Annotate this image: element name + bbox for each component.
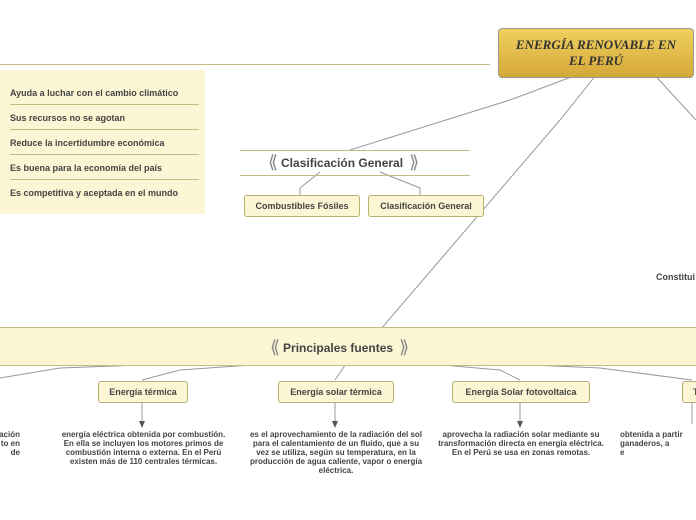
fuente-desc: aprovecha la radiación solar mediante su… — [436, 430, 606, 457]
fuente-desc: energía eléctrica obtenida por combustió… — [56, 430, 231, 466]
clasificacion-child: Clasificación General — [368, 195, 484, 217]
fuente-name-partial: To — [682, 381, 696, 403]
main-title: ENERGÍA RENOVABLE EN EL PERÚ — [498, 28, 694, 78]
fuente-name: Energía solar térmica — [278, 381, 394, 403]
benefit-item: Es competitiva y aceptada en el mundo — [10, 180, 199, 204]
bracket-right-icon: ⟫ — [409, 152, 416, 173]
bracket-left-icon: ⟪ — [268, 152, 275, 173]
divider-line — [0, 327, 696, 328]
fuente-name: Energía Solar fotovoltaica — [452, 381, 590, 403]
benefit-item: Es buena para la economía del país — [10, 155, 199, 180]
divider-line — [0, 365, 696, 366]
bracket-left-icon: ⟪ — [270, 337, 277, 358]
benefit-item: Ayuda a luchar con el cambio climático — [10, 80, 199, 105]
benefit-item: Sus recursos no se agotan — [10, 105, 199, 130]
benefit-item: Reduce la incertidumbre económica — [10, 130, 199, 155]
clasificacion-child: Combustibles Fósiles — [244, 195, 360, 217]
divider-line — [240, 150, 470, 151]
clasificacion-header: Clasificación General — [281, 156, 403, 170]
fuente-desc-partial-left: ormación to en de — [0, 430, 20, 457]
divider-line — [0, 64, 490, 65]
benefits-panel: Ayuda a luchar con el cambio climático S… — [0, 70, 205, 214]
fuentes-header: Principales fuentes — [283, 341, 393, 355]
partial-text-right: Constitui — [656, 272, 695, 282]
fuente-name: Energía térmica — [98, 381, 188, 403]
fuente-desc: es el aprovechamiento de la radiación de… — [246, 430, 426, 475]
fuentes-header-row: ⟪ Principales fuentes ⟫ — [270, 337, 406, 358]
fuente-desc-partial-right: obtenida a partir ganaderos, a e — [620, 430, 696, 457]
divider-line — [240, 175, 470, 176]
clasificacion-header-row: ⟪ Clasificación General ⟫ — [268, 152, 416, 173]
bracket-right-icon: ⟫ — [399, 337, 406, 358]
